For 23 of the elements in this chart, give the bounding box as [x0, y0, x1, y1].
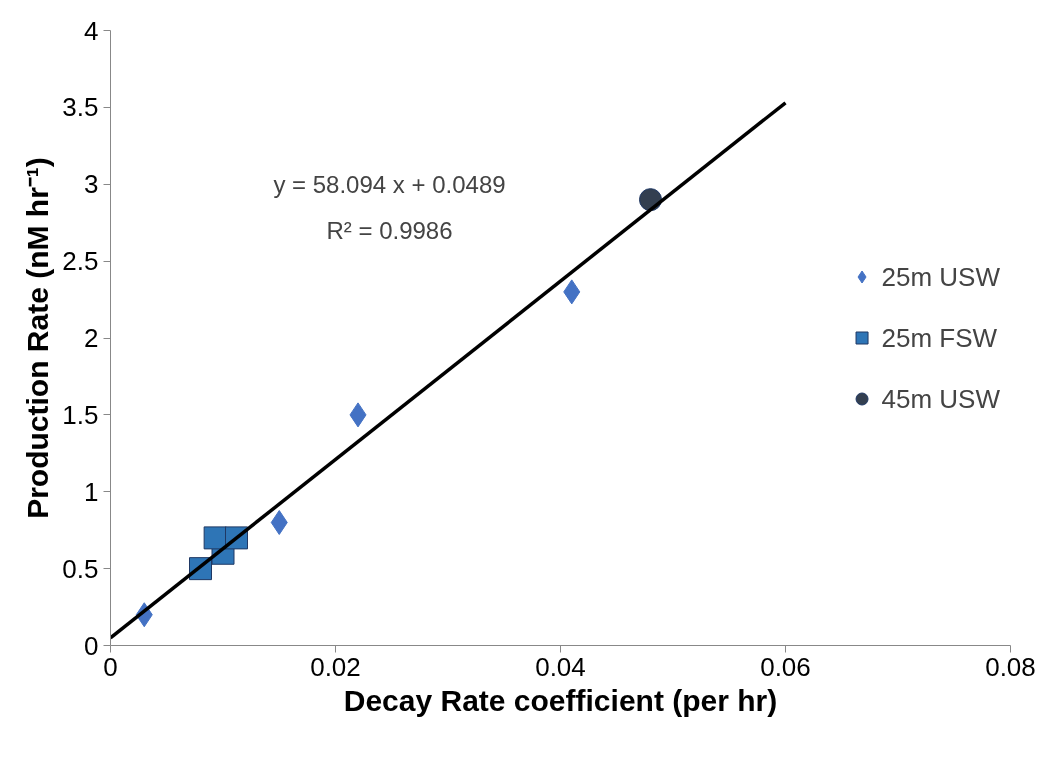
- y-tick-label: 2: [84, 323, 99, 353]
- point: [270, 510, 288, 535]
- y-axis-title: Production Rate (nM hr⁻¹): [21, 157, 55, 519]
- y-tick-label: 1: [84, 476, 99, 507]
- x-tick-label: 0.02: [310, 651, 361, 682]
- x-tick-label: 0: [103, 651, 118, 682]
- y-tick-label: 2.5: [62, 246, 99, 277]
- x-tick-label: 0.08: [985, 651, 1036, 682]
- x-axis-title: Decay Rate coefficient (per hr): [343, 683, 778, 717]
- y-tick-label: 1.5: [62, 399, 99, 430]
- y-tick-label: 3.5: [62, 92, 99, 123]
- annotation: y = 58.094 x + 0.0489: [273, 170, 506, 198]
- y-tick-label: 3: [84, 169, 99, 200]
- legend-label: 25m FSW: [881, 322, 998, 353]
- annotation: R² = 0.9986: [326, 216, 453, 244]
- y-tick-label: 0: [84, 630, 99, 661]
- point: [203, 526, 227, 550]
- y-tick-label: 4: [84, 15, 99, 46]
- x-tick-label: 0.04: [535, 651, 586, 682]
- x-tick-label: 0.06: [760, 651, 811, 682]
- legend-label: 45m USW: [881, 383, 1000, 414]
- y-tick-label: 0.5: [62, 553, 99, 584]
- legend-label: 25m USW: [881, 261, 1000, 292]
